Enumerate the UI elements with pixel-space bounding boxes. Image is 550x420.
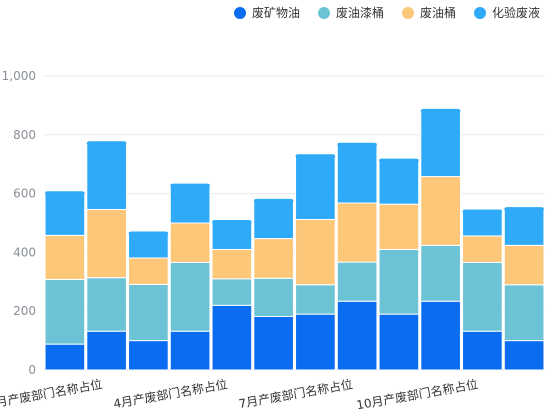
y-tick-label: 400: [13, 245, 36, 259]
bar-segment-4: [378, 158, 420, 205]
bar-top-cap: [45, 191, 85, 196]
bar-segment-4: [295, 153, 336, 220]
bar-segment-1: [462, 330, 503, 371]
bar-segment-1: [86, 330, 127, 371]
bar-segment-4: [169, 183, 211, 224]
bar-segment-4: [253, 198, 294, 240]
bar-segment-4: [503, 206, 545, 246]
bar-segment-1: [128, 340, 169, 371]
bar-top-cap: [86, 141, 127, 146]
bar-segment-2: [211, 278, 253, 306]
bar-segment-2: [128, 283, 169, 342]
legend-marker: [401, 6, 414, 19]
bar-segment-1: [503, 340, 545, 371]
legend-item[interactable]: 化验废液: [473, 4, 540, 21]
legend-label: 废油桶: [419, 6, 456, 20]
bar-segment-2: [44, 278, 86, 345]
bar-top-cap: [295, 154, 336, 159]
bar-top-cap: [212, 220, 252, 225]
bar-segment-1: [295, 313, 336, 371]
bar-segment-2: [462, 261, 503, 332]
bar-segment-4: [44, 190, 86, 236]
bar-segment-3: [336, 202, 378, 263]
bar-segment-2: [503, 284, 545, 342]
x-tick-label: 1月产废部门名称占位: [0, 376, 103, 411]
bar-segment-3: [44, 234, 86, 280]
legend-item[interactable]: 废油漆桶: [317, 4, 384, 21]
bar-segment-3: [169, 222, 211, 263]
bar-top-cap: [420, 108, 461, 113]
bar-top-cap: [337, 142, 377, 147]
bar-segment-1: [420, 300, 461, 371]
bar-segment-3: [378, 203, 420, 250]
bar-segment-2: [378, 248, 420, 315]
bar-segment-1: [44, 343, 86, 371]
bar-segment-1: [211, 304, 253, 371]
bar-segment-4: [86, 140, 127, 210]
bar-segment-1: [336, 300, 378, 371]
bar-segment-2: [169, 261, 211, 332]
bar-top-cap: [379, 158, 419, 163]
bar-segment-1: [378, 313, 420, 371]
bar-segment-4: [336, 142, 378, 204]
bar-top-cap: [462, 209, 503, 214]
bar-segment-3: [86, 208, 127, 279]
legend-marker: [473, 6, 486, 19]
legend-label: 废矿物油: [251, 6, 300, 20]
y-tick-label: 800: [13, 128, 36, 142]
bar-top-cap: [170, 183, 210, 188]
legend-item[interactable]: 废矿物油: [233, 4, 300, 21]
bar-segment-3: [295, 218, 336, 286]
bar-top-cap: [128, 231, 169, 236]
x-tick-label: 10月产废部门名称占位: [355, 376, 479, 412]
bar-segment-4: [420, 108, 461, 178]
x-tick-label: 7月产废部门名称占位: [237, 376, 353, 411]
y-tick-label: 1,000: [2, 69, 36, 83]
bar-segment-2: [253, 277, 294, 317]
bar-segment-3: [503, 244, 545, 286]
bar-top-cap: [253, 198, 294, 203]
y-tick-label: 600: [13, 187, 36, 201]
bar-segment-2: [336, 261, 378, 302]
bar-segment-3: [253, 238, 294, 279]
legend-item[interactable]: 废油桶: [401, 4, 456, 21]
legend-marker: [233, 6, 246, 19]
legend-marker: [317, 6, 330, 19]
chart-legend: 废矿物油 废油漆桶 废油桶 化验废液: [233, 4, 540, 21]
legend-label: 废油漆桶: [335, 6, 384, 20]
x-tick-label: 4月产废部门名称占位: [112, 376, 228, 411]
bar-segment-3: [211, 248, 253, 280]
y-tick-label: 200: [13, 304, 36, 318]
bar-segment-2: [295, 284, 336, 315]
bar-segment-3: [420, 176, 461, 246]
bar-segment-2: [420, 244, 461, 302]
bar-segment-3: [128, 257, 169, 285]
bar-segment-4: [462, 208, 503, 237]
legend-label: 化验废液: [491, 6, 540, 20]
bar-top-cap: [504, 207, 544, 212]
bar-segment-1: [253, 315, 294, 371]
bar-segment-2: [86, 277, 127, 332]
bar-segment-4: [211, 219, 253, 250]
bar-segment-1: [169, 330, 211, 371]
y-tick-label: 0: [28, 363, 36, 377]
bar-segment-3: [462, 235, 503, 263]
